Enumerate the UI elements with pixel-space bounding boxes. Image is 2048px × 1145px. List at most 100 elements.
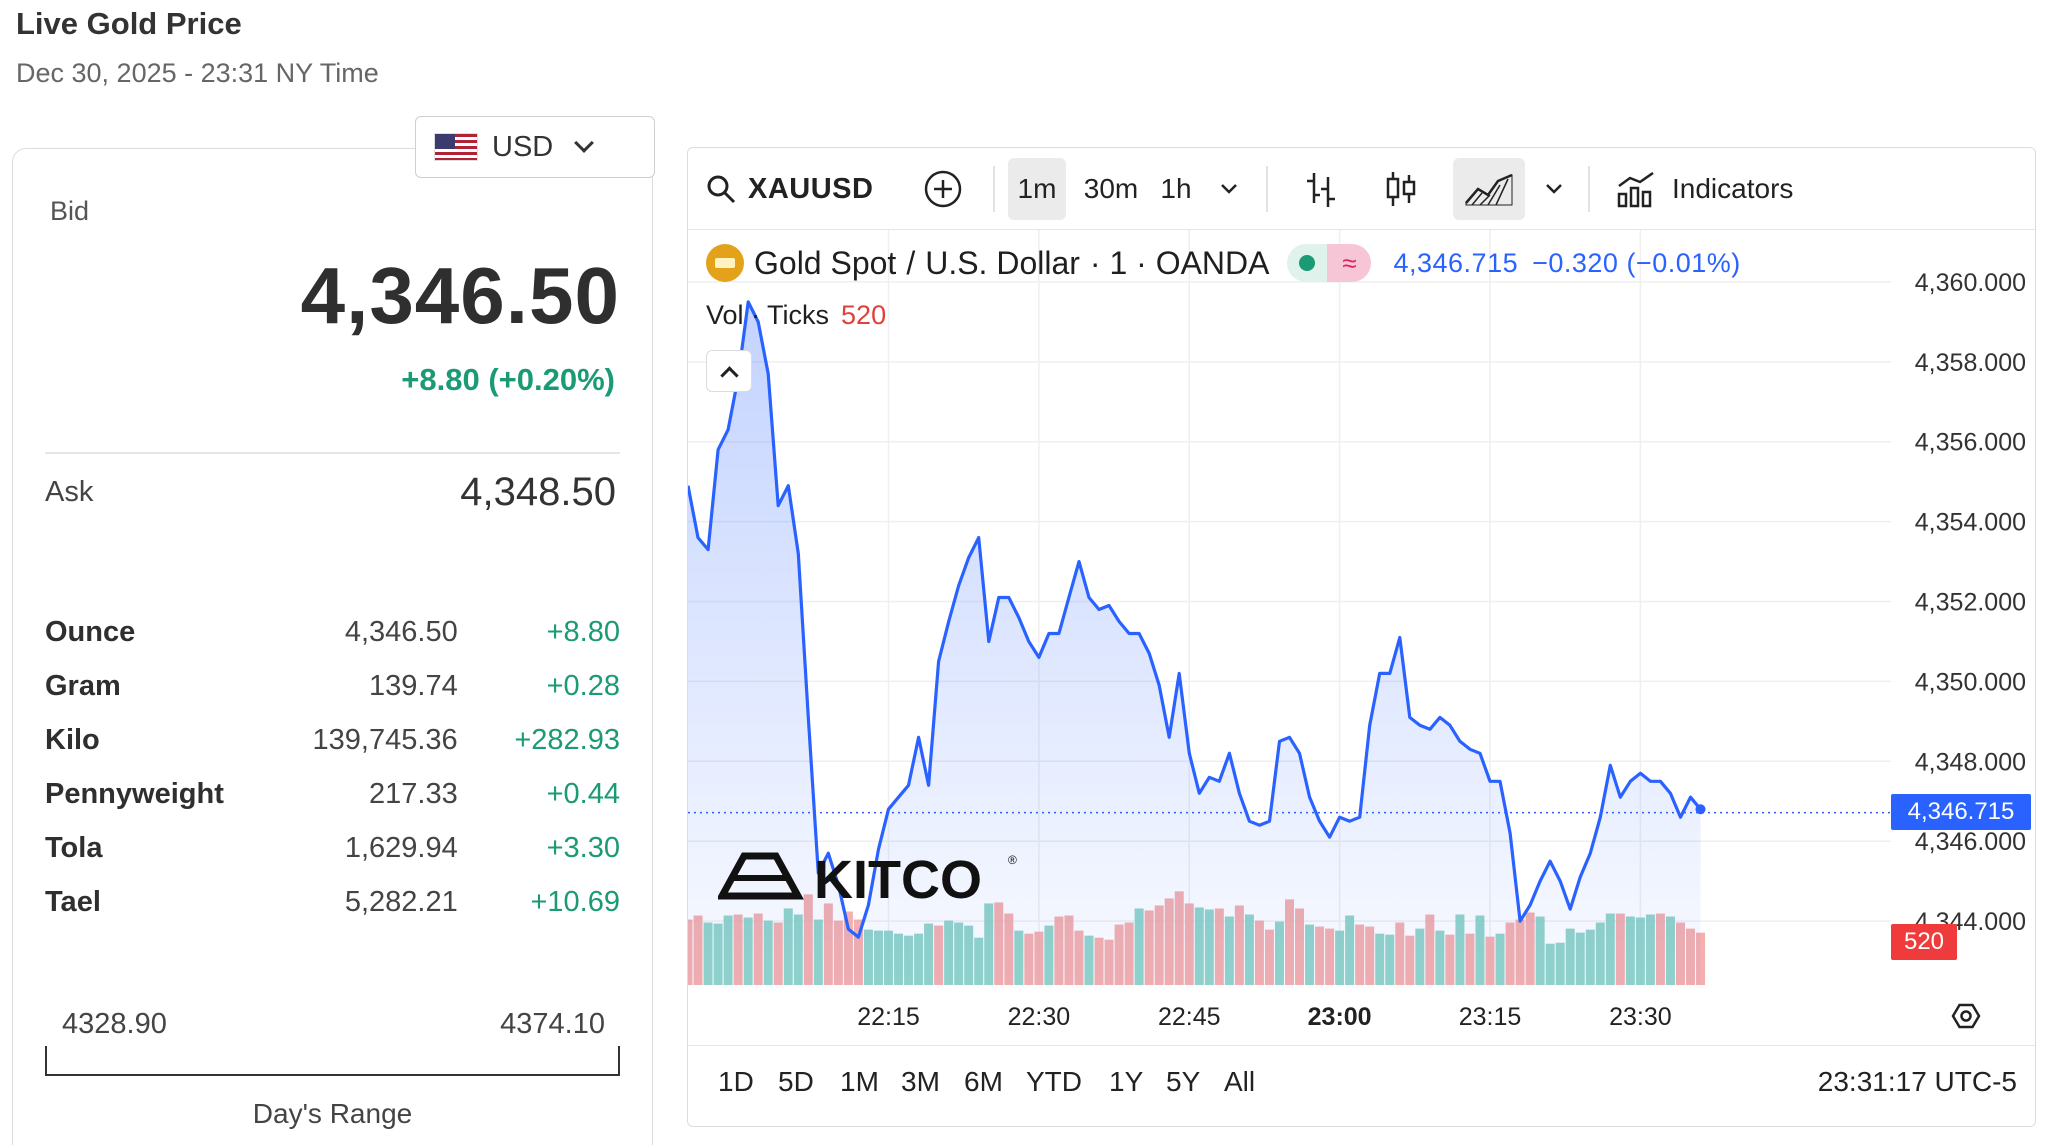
chevron-down-icon	[1221, 184, 1237, 194]
range-6m-button[interactable]: 6M	[964, 1066, 1003, 1097]
page-subtitle: Dec 30, 2025 - 23:31 NY Time	[16, 58, 379, 88]
page-title: Live Gold Price	[16, 6, 242, 41]
legend-instrument: Gold Spot	[754, 244, 897, 281]
toolbar-separator	[993, 166, 995, 212]
plus-circle-icon	[924, 170, 962, 208]
legend-meta: · 1 · OANDA	[1089, 244, 1270, 281]
bars-icon	[1307, 173, 1335, 207]
price-chart[interactable]: 4,344.0004,346.0004,348.0004,350.0004,35…	[688, 230, 2036, 1045]
range-5d-button[interactable]: 5D	[778, 1066, 814, 1097]
ask-value: 4,348.50	[460, 470, 616, 514]
price-area	[688, 301, 1701, 985]
unit-change: +3.30	[546, 831, 620, 864]
last-volume-tag: 520	[1891, 924, 1957, 960]
range-ytd-button[interactable]: YTD	[1026, 1066, 1082, 1097]
unit-table: Ounce 4,346.50 +8.80 Gram 139.74 +0.28 K…	[45, 605, 620, 929]
legend-quote: U.S. Dollar	[925, 244, 1080, 281]
interval-30m-button[interactable]: 30m	[1083, 173, 1139, 204]
area-chart-button[interactable]	[1453, 158, 1525, 220]
unit-price: 4,346.50	[344, 615, 458, 648]
unit-change: +0.44	[546, 777, 620, 810]
unit-name: Tael	[45, 885, 101, 918]
svg-text:®: ®	[1008, 853, 1017, 867]
y-tick-label: 4,346.000	[1915, 828, 2026, 856]
unit-row-gram: Gram 139.74 +0.28	[45, 659, 620, 713]
bid-label: Bid	[50, 196, 90, 226]
volume-bar	[1696, 932, 1706, 985]
y-tick-label: 4,358.000	[1915, 349, 2026, 377]
unit-price: 5,282.21	[344, 885, 458, 918]
kitco-wordmark: KITCO	[814, 850, 982, 908]
range-1d-button[interactable]: 1D	[718, 1066, 754, 1097]
unit-price: 217.33	[369, 777, 458, 810]
x-tick-label: 22:30	[1008, 1003, 1071, 1031]
us-flag-icon	[434, 133, 478, 161]
unit-name: Tola	[45, 831, 103, 864]
volume-legend-value: 520	[841, 300, 887, 330]
unit-change: +10.69	[530, 885, 620, 918]
delayed-data-icon: ≈	[1327, 244, 1372, 282]
chart-toolbar: XAUUSD 1m 30m 1h Indicators	[688, 148, 2035, 230]
y-tick-label: 4,354.000	[1915, 509, 2026, 537]
unit-name: Gram	[45, 669, 121, 702]
candles-chart-button[interactable]	[1378, 158, 1424, 220]
indicators-button[interactable]: Indicators	[1616, 158, 1816, 220]
range-3m-button[interactable]: 3M	[901, 1066, 940, 1097]
chart-area[interactable]: 4,344.000 4,346.000 4,348.000 4,350.000 4,35…	[688, 230, 2035, 1045]
chevron-up-icon	[719, 365, 739, 385]
day-range-high: 4374.10	[500, 1008, 605, 1040]
y-tick-label: 4,350.000	[1915, 668, 2026, 696]
unit-name: Kilo	[45, 723, 100, 756]
y-tick-label: 4,356.000	[1915, 429, 2026, 457]
ask-label: Ask	[45, 476, 94, 508]
indicators-label: Indicators	[1672, 173, 1794, 204]
x-tick-label: 23:15	[1459, 1003, 1522, 1031]
axis-settings-icon[interactable]	[1951, 1003, 1981, 1029]
unit-change: +282.93	[514, 723, 620, 756]
symbol-label: XAUUSD	[748, 172, 874, 205]
symbol-search[interactable]: XAUUSD	[706, 158, 876, 220]
candlestick-icon	[1386, 172, 1416, 206]
collapse-legend-button[interactable]	[706, 350, 752, 392]
currency-label: USD	[492, 130, 554, 163]
interval-menu-button[interactable]	[1212, 158, 1246, 220]
toolbar-separator	[1588, 166, 1590, 212]
range-all-button[interactable]: All	[1224, 1066, 1256, 1097]
unit-row-tael: Tael 5,282.21 +10.69	[45, 875, 620, 929]
chart-type-menu-button[interactable]	[1536, 158, 1572, 220]
range-1y-button[interactable]: 1Y	[1109, 1066, 1144, 1097]
x-tick-label: 23:00	[1308, 1003, 1372, 1031]
interval-1m-button[interactable]: 1m	[1008, 158, 1066, 220]
y-tick-label: 4,360.000	[1915, 269, 2026, 297]
range-selector-bar: 1D 5D 1M 3M 6M YTD 1Y 5Y All 23:31:17 UT…	[688, 1045, 2035, 1126]
range-1m-button[interactable]: 1M	[840, 1066, 879, 1097]
chart-clock: 23:31:17 UTC-5	[1817, 1066, 2017, 1097]
unit-price: 139.74	[369, 669, 458, 702]
day-range-low: 4328.90	[62, 1008, 167, 1040]
x-tick-label: 23:30	[1609, 1003, 1672, 1031]
gold-bar-icon	[706, 244, 744, 282]
y-tick-label: 4,352.000	[1915, 589, 2026, 617]
market-status-badge[interactable]: ≈	[1287, 244, 1372, 282]
unit-row-tola: Tola 1,629.94 +3.30	[45, 821, 620, 875]
interval-1h-button[interactable]: 1h	[1160, 173, 1192, 204]
bars-chart-button[interactable]	[1298, 158, 1344, 220]
legend-last-price: 4,346.715	[1393, 247, 1519, 278]
chevron-down-icon	[1546, 184, 1562, 194]
compare-symbol-button[interactable]	[918, 158, 968, 220]
unit-row-ounce: Ounce 4,346.50 +8.80	[45, 605, 620, 659]
x-tick-label: 22:15	[857, 1003, 920, 1031]
x-tick-label: 22:45	[1158, 1003, 1221, 1031]
y-tick-label: 4,348.000	[1915, 748, 2026, 776]
range-5y-button[interactable]: 5Y	[1166, 1066, 1201, 1097]
legend-change: −0.320 (−0.01%)	[1532, 247, 1741, 278]
unit-change: +0.28	[546, 669, 620, 702]
divider	[45, 452, 620, 454]
price-line	[688, 300, 1702, 939]
volume-legend-label: Vol · Ticks	[706, 300, 830, 330]
toolbar-separator	[1266, 166, 1268, 212]
currency-select[interactable]: USD	[415, 116, 655, 178]
chart-legend: Gold Spot / U.S. Dollar · 1 · OANDA ≈ 4,…	[706, 244, 1741, 282]
unit-row-kilo: Kilo 139,745.36 +282.93	[45, 713, 620, 767]
kitco-logo: KITCO ®	[716, 848, 1018, 913]
